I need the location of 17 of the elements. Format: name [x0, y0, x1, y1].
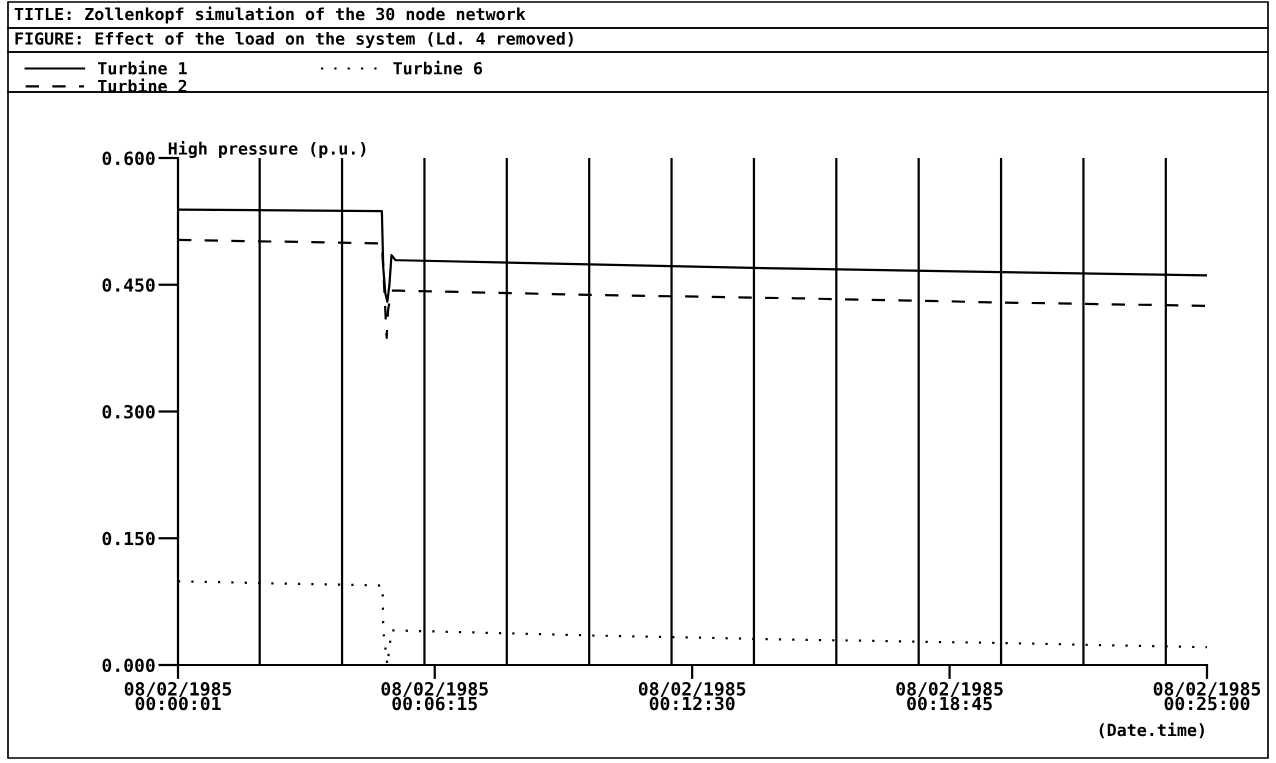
legend-label: Turbine 6 — [393, 60, 483, 75]
chart-subtitle: FIGURE: Effect of the load on the system (Ld. 4 removed) — [15, 31, 573, 49]
legend-label: Turbine 1 — [98, 60, 187, 75]
y-tick-label: 0.300 — [102, 404, 155, 419]
x-axis-title: (Date.time) — [1099, 722, 1204, 739]
x-tick-label: 08/02/1985 00:12:30 — [638, 681, 746, 711]
legend-label: Turbine 2 — [98, 78, 187, 93]
y-axis-title: High pressure (p.u.) — [168, 140, 366, 158]
y-tick-label: 0.000 — [102, 658, 155, 673]
x-tick-label: 08/02/1985 00:25:00 — [1153, 681, 1261, 711]
x-tick-label: 08/02/1985 00:06:15 — [381, 681, 488, 711]
x-tick-label: 08/02/1985 00:00:01 — [124, 681, 232, 711]
x-tick-label: 08/02/1985 00:18:45 — [896, 681, 1003, 711]
y-tick-label: 0.450 — [102, 278, 155, 292]
y-tick-label: 0.600 — [102, 151, 155, 166]
y-tick-label: 0.150 — [102, 531, 155, 546]
chart-title: TITLE: Zollenkopf simulation of the 30 node network — [14, 6, 526, 24]
